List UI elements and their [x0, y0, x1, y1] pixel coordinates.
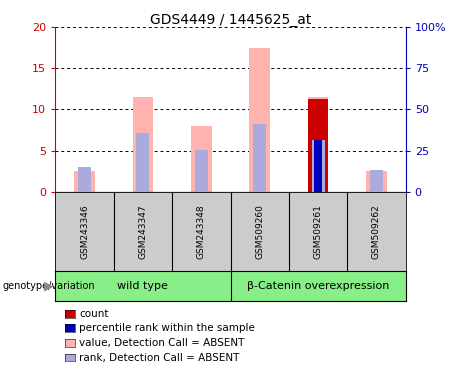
Text: GSM243347: GSM243347 — [138, 204, 148, 259]
Text: genotype/variation: genotype/variation — [2, 281, 95, 291]
Text: GDS4449 / 1445625_at: GDS4449 / 1445625_at — [150, 13, 311, 27]
Text: value, Detection Call = ABSENT: value, Detection Call = ABSENT — [79, 338, 245, 348]
Bar — [133, 97, 153, 192]
Text: GSM509261: GSM509261 — [313, 204, 323, 259]
Bar — [314, 140, 322, 192]
Text: GSM243348: GSM243348 — [197, 204, 206, 259]
Text: GSM509262: GSM509262 — [372, 204, 381, 259]
Bar — [136, 132, 149, 192]
Bar — [312, 140, 325, 192]
Bar — [74, 171, 95, 192]
Bar — [249, 48, 270, 192]
Text: wild type: wild type — [118, 281, 168, 291]
Text: percentile rank within the sample: percentile rank within the sample — [79, 323, 255, 333]
Bar — [370, 170, 383, 192]
Bar — [253, 124, 266, 192]
Bar — [195, 150, 208, 192]
Text: GSM243346: GSM243346 — [80, 204, 89, 259]
Text: ▶: ▶ — [44, 280, 53, 293]
Text: β-Catenin overexpression: β-Catenin overexpression — [247, 281, 389, 291]
Text: GSM509260: GSM509260 — [255, 204, 264, 259]
Text: rank, Detection Call = ABSENT: rank, Detection Call = ABSENT — [79, 353, 240, 362]
Bar — [78, 167, 91, 192]
Bar — [191, 126, 212, 192]
Text: count: count — [79, 309, 109, 319]
Bar — [308, 99, 328, 192]
Bar — [366, 171, 387, 192]
Bar — [308, 97, 328, 192]
